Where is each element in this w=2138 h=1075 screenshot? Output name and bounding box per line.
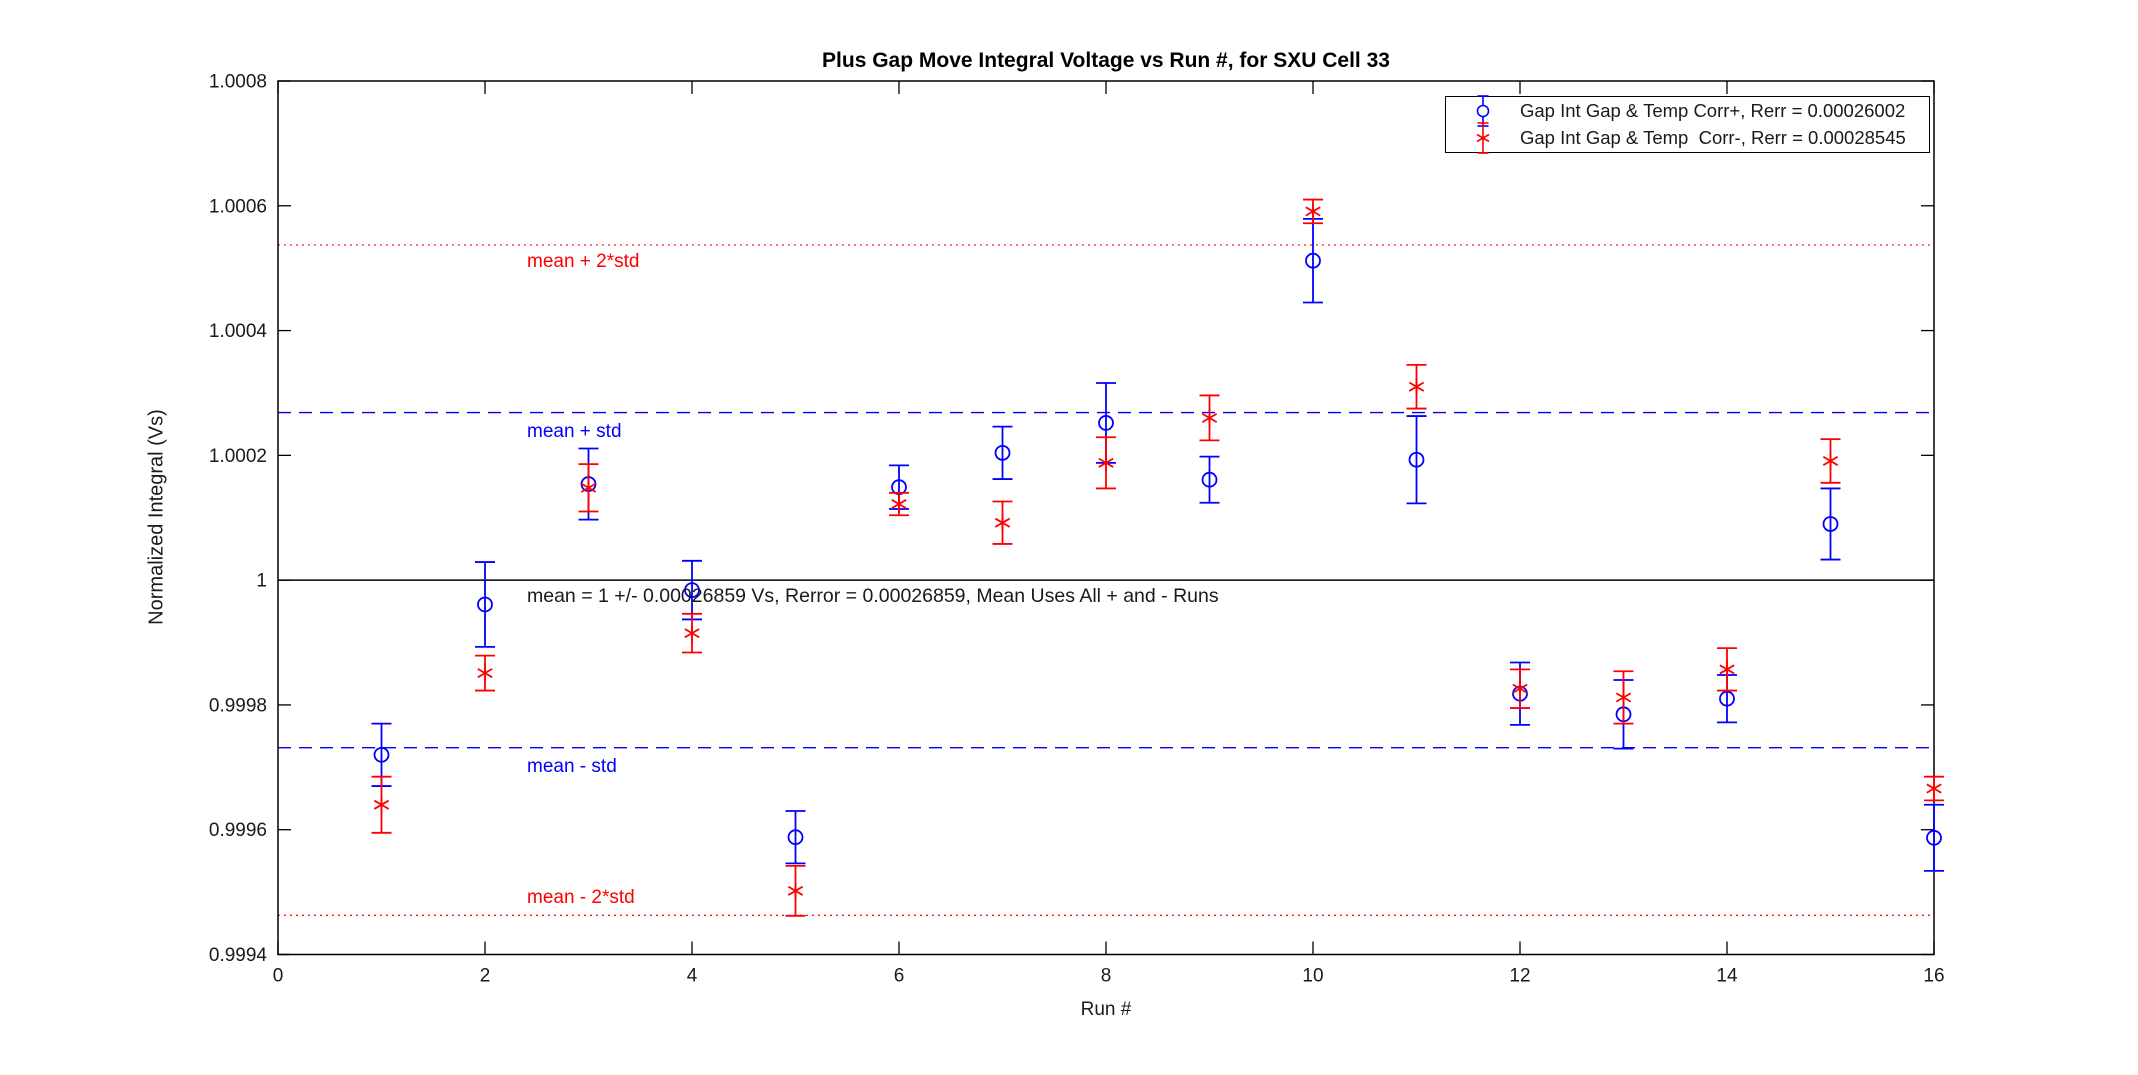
plot-border	[277, 80, 1935, 956]
x-tick-label: 8	[1101, 966, 1112, 987]
y-axis-label: Normalized Integral (Vs)	[145, 409, 168, 625]
asterisk-arm	[1305, 206, 1321, 217]
asterisk-errorbar-icon	[1446, 121, 1520, 155]
error-bar-corr-plus-run-2	[475, 561, 495, 648]
x-tick-label: 10	[1302, 966, 1323, 987]
asterisk-arm	[1822, 455, 1839, 466]
asterisk-arm	[684, 628, 700, 639]
asterisk-arm	[1719, 664, 1735, 675]
legend-label-corr-minus: Gap Int Gap & Temp Corr-, Rerr = 0.00028…	[1520, 127, 1906, 149]
data-point-asterisk-run-16	[1926, 780, 1942, 798]
data-point-circle-run-15	[1822, 516, 1839, 532]
data-point-asterisk-run-9	[1201, 409, 1218, 427]
data-point-asterisk-run-6	[891, 495, 907, 513]
chart-title: Plus Gap Move Integral Voltage vs Run #,…	[822, 49, 1390, 72]
asterisk-arm	[1926, 783, 1942, 794]
data-point-circle-run-7	[994, 444, 1011, 461]
data-point-asterisk-run-15	[1822, 452, 1839, 470]
x-tick-label: 16	[1923, 966, 1944, 987]
reference-line-label-mean-minus-2std: mean - 2*std	[527, 887, 635, 908]
y-tick-label: 0.9998	[209, 695, 267, 716]
asterisk-arm	[1512, 683, 1528, 694]
data-point-asterisk-run-12	[1512, 680, 1528, 698]
asterisk-arm	[1201, 412, 1218, 423]
mean-annotation: mean = 1 +/- 0.00026859 Vs, Rerror = 0.0…	[527, 585, 1219, 607]
asterisk-arm	[994, 517, 1011, 528]
y-tick-label: 1.0004	[209, 321, 268, 342]
y-tick-label: 1	[256, 571, 267, 592]
data-point-circle-run-4	[684, 582, 700, 599]
reference-line-label-mean-minus-std: mean - std	[527, 756, 617, 777]
y-tick-label: 0.9996	[209, 820, 267, 841]
legend: Gap Int Gap & Temp Corr+, Rerr = 0.00026…	[1445, 94, 1930, 155]
data-point-asterisk-run-2	[477, 664, 493, 682]
asterisk-arm	[787, 885, 804, 896]
error-bar-corr-plus-run-15	[1820, 487, 1841, 561]
asterisk-arm	[373, 799, 390, 810]
data-point-circle-run-11	[1408, 451, 1425, 468]
error-bar-corr-plus-run-16	[1924, 803, 1944, 872]
y-tick-label: 1.0006	[209, 196, 267, 217]
data-point-circle-run-10	[1305, 252, 1321, 269]
x-tick-label: 6	[894, 966, 905, 987]
data-point-circle-run-5	[787, 829, 804, 846]
data-point-circle-run-14	[1719, 690, 1735, 707]
data-point-asterisk-run-4	[684, 624, 700, 642]
error-bar-corr-plus-run-11	[1406, 415, 1427, 505]
data-point-asterisk-run-3	[580, 479, 597, 497]
asterisk-arm	[1408, 381, 1425, 392]
data-point-circle-run-2	[477, 596, 493, 613]
data-point-asterisk-run-5	[787, 882, 804, 900]
x-tick-label: 4	[687, 966, 698, 987]
data-point-circle-run-16	[1926, 829, 1942, 846]
y-tick-label: 1.0008	[209, 72, 267, 93]
data-point-circle-run-8	[1098, 415, 1114, 431]
error-bar-corr-plus-run-9	[1199, 455, 1220, 504]
data-point-asterisk-run-1	[373, 796, 390, 814]
asterisk-arm	[580, 482, 597, 493]
data-point-asterisk-run-11	[1408, 378, 1425, 396]
x-tick-label: 12	[1509, 966, 1530, 987]
asterisk-arm	[477, 668, 493, 679]
asterisk-arm	[891, 499, 907, 510]
y-tick-label: 1.0002	[209, 446, 267, 467]
data-point-asterisk-run-14	[1719, 660, 1735, 678]
reference-line-label-mean-plus-2std: mean + 2*std	[527, 251, 640, 272]
data-point-circle-run-9	[1201, 471, 1218, 488]
x-axis-label: Run #	[1080, 999, 1132, 1020]
data-point-asterisk-run-10	[1305, 202, 1321, 220]
error-bar-corr-plus-run-5	[785, 810, 806, 865]
legend-row-corr-plus: Gap Int Gap & Temp Corr+, Rerr = 0.00026…	[1446, 94, 1929, 127]
y-tick-label: 0.9994	[209, 945, 268, 966]
legend-row-corr-minus: Gap Int Gap & Temp Corr-, Rerr = 0.00028…	[1446, 122, 1929, 155]
x-tick-label: 0	[273, 966, 284, 987]
error-bar-corr-plus-run-7	[992, 425, 1013, 480]
data-point-asterisk-run-8	[1098, 454, 1114, 472]
circle-errorbar-icon	[1446, 94, 1520, 128]
x-tick-label: 14	[1716, 966, 1738, 987]
data-point-asterisk-run-13	[1615, 688, 1632, 706]
asterisk-arm	[1615, 692, 1632, 703]
reference-line-label-mean-plus-std: mean + std	[527, 421, 622, 442]
legend-label-corr-plus: Gap Int Gap & Temp Corr+, Rerr = 0.00026…	[1520, 99, 1906, 121]
x-tick-label: 2	[480, 966, 491, 987]
data-point-asterisk-run-7	[994, 514, 1011, 532]
data-point-circle-run-1	[373, 746, 390, 763]
asterisk-arm	[1098, 457, 1114, 468]
